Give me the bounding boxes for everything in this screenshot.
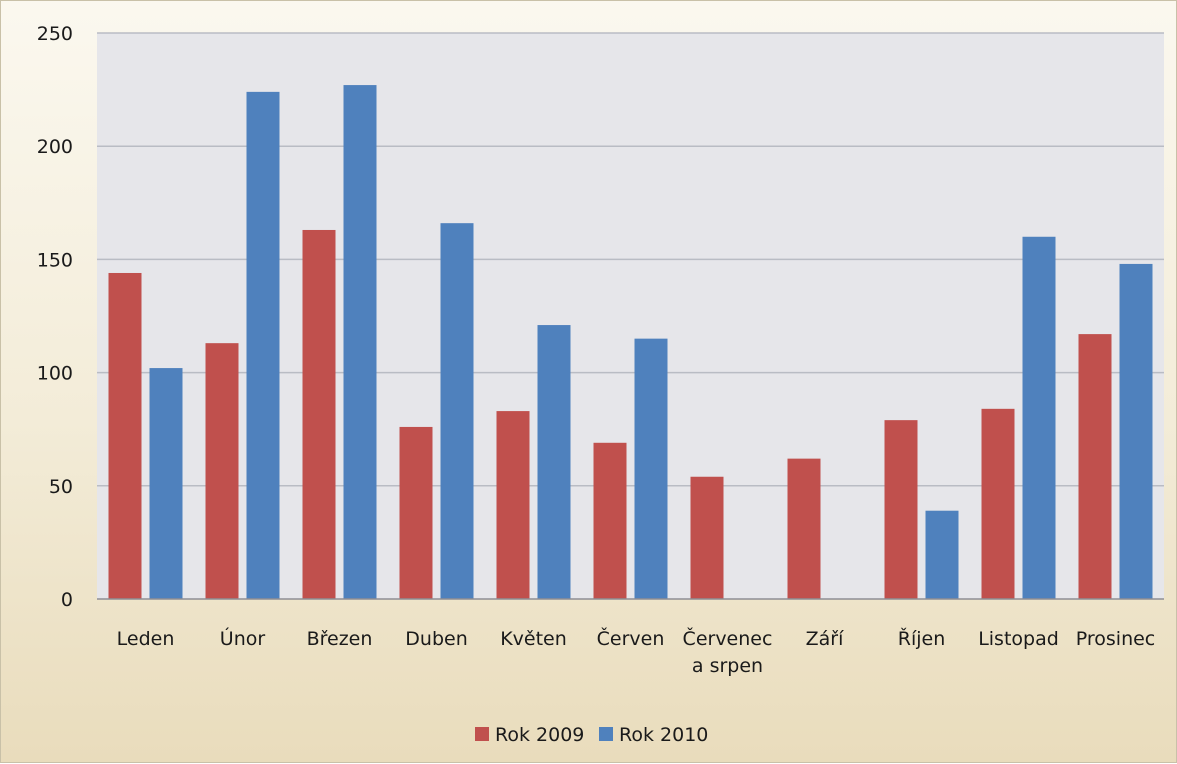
x-category-label: Červenec a srpen bbox=[683, 626, 773, 677]
y-tick-label: 0 bbox=[61, 589, 73, 611]
legend-swatch bbox=[475, 727, 489, 741]
x-category-label: Listopad bbox=[978, 628, 1059, 650]
x-axis-category-labels: Leden Únor Březen Duben Květen Červen Červenec… bbox=[117, 626, 1156, 677]
bar-rok-2010 bbox=[1119, 263, 1153, 599]
bar-rok-2009 bbox=[496, 411, 530, 599]
y-tick-label: 250 bbox=[37, 23, 73, 45]
bars bbox=[108, 85, 1153, 599]
x-category-label: Květen bbox=[500, 628, 567, 650]
x-category-label: Červen bbox=[597, 626, 665, 650]
bar-rok-2009 bbox=[1078, 334, 1112, 599]
x-category-label: Duben bbox=[405, 628, 467, 650]
bar-rok-2009 bbox=[981, 408, 1015, 599]
bar-rok-2010 bbox=[925, 510, 959, 599]
x-category-label: Prosinec bbox=[1076, 628, 1156, 650]
y-tick-label: 150 bbox=[37, 249, 73, 271]
legend-label: Rok 2010 bbox=[619, 724, 708, 746]
bar-rok-2009 bbox=[690, 476, 724, 599]
bar-rok-2009 bbox=[108, 272, 142, 599]
bar-rok-2010 bbox=[1022, 236, 1056, 599]
bar-rok-2009 bbox=[205, 343, 239, 599]
bar-rok-2009 bbox=[302, 229, 336, 599]
bar-rok-2010 bbox=[343, 85, 377, 599]
bar-rok-2010 bbox=[246, 91, 280, 599]
y-tick-label: 50 bbox=[49, 476, 73, 498]
bar-rok-2010 bbox=[440, 223, 474, 599]
x-category-label: Únor bbox=[220, 626, 266, 650]
x-category-label: Září bbox=[806, 628, 844, 650]
bar-rok-2010 bbox=[149, 368, 183, 599]
legend-swatch bbox=[599, 727, 613, 741]
bar-rok-2009 bbox=[593, 442, 627, 599]
legend-label: Rok 2009 bbox=[495, 724, 584, 746]
bar-rok-2009 bbox=[787, 458, 821, 599]
x-category-label: Březen bbox=[307, 628, 373, 650]
y-axis-tick-labels: 0 50 100 150 200 250 bbox=[37, 23, 73, 611]
legend: Rok 2009 Rok 2010 bbox=[475, 724, 708, 746]
bar-rok-2010 bbox=[537, 325, 571, 599]
y-tick-label: 100 bbox=[37, 363, 73, 385]
x-category-label: Leden bbox=[117, 628, 175, 650]
x-category-label: Říjen bbox=[898, 627, 946, 650]
y-tick-label: 200 bbox=[37, 136, 73, 158]
bar-rok-2010 bbox=[634, 338, 668, 599]
bar-rok-2009 bbox=[399, 426, 433, 599]
bar-rok-2009 bbox=[884, 420, 918, 599]
